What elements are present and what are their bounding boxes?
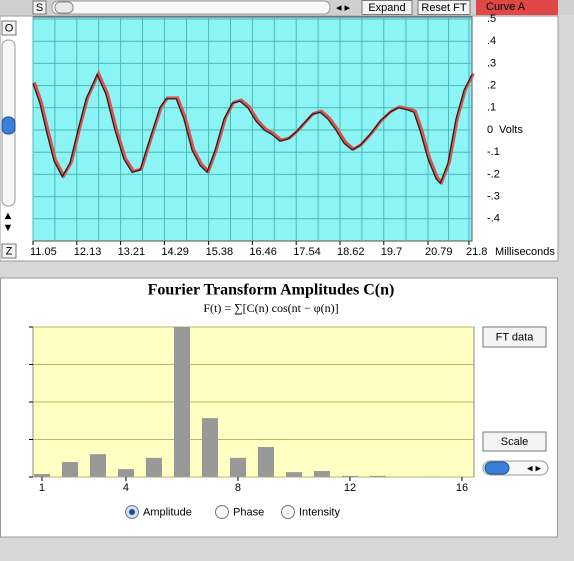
- time-scrollbar[interactable]: [51, 0, 331, 15]
- scale-arrows[interactable]: ◂ ▸: [527, 462, 542, 474]
- bar: [145, 457, 162, 477]
- x-tick-label: 15.38: [206, 246, 234, 258]
- scroll-arrows[interactable]: ◂ ▸: [336, 2, 351, 14]
- scroll-thumb[interactable]: [54, 1, 74, 14]
- curve-label: Curve A: [486, 1, 526, 13]
- bar: [89, 454, 106, 477]
- display-mode-radios: Amplitude Phase Intensity: [125, 505, 340, 519]
- o-button-label: O: [5, 22, 14, 34]
- o-button[interactable]: O: [1, 20, 17, 36]
- z-button[interactable]: Z: [1, 243, 17, 259]
- x-tick-label: 20.79: [425, 246, 453, 258]
- bar: [341, 475, 358, 477]
- x-tick-label: 21.8: [466, 246, 487, 258]
- bar: [61, 462, 78, 477]
- scale-button[interactable]: Scale: [482, 431, 547, 452]
- reset-ft-button[interactable]: Reset FT: [417, 0, 471, 15]
- ft-data-label: FT data: [496, 331, 535, 343]
- chart-title: Fourier Transform Amplitudes C(n): [148, 282, 395, 299]
- y-tick-label: .3: [487, 57, 496, 69]
- x-tick-label: 1: [39, 482, 45, 494]
- x-tick-label: 16: [456, 482, 468, 494]
- expand-label: Expand: [368, 2, 405, 14]
- radio-button[interactable]: [215, 505, 229, 519]
- bar: [285, 472, 302, 477]
- waveform-shadow: [33, 69, 475, 186]
- bar: [257, 447, 274, 477]
- radio-label[interactable]: Amplitude: [143, 506, 192, 518]
- x-tick-label: 13.21: [118, 246, 146, 258]
- x-tick-label: 12.13: [74, 246, 102, 258]
- y-tick-label: 0: [487, 124, 493, 136]
- x-tick-label: 16.46: [249, 246, 277, 258]
- radio-label[interactable]: Phase: [233, 506, 264, 518]
- z-button-label: Z: [6, 245, 13, 257]
- curve-indicator: [476, 0, 558, 15]
- x-tick-label: 11.05: [30, 246, 57, 258]
- bar: [201, 418, 218, 477]
- slider-down[interactable]: ▼: [3, 222, 14, 234]
- y-tick-label: -.2: [487, 168, 500, 180]
- y-tick-label: .4: [487, 35, 496, 47]
- bar: [173, 327, 190, 477]
- bar: [33, 474, 50, 477]
- radio-dot: [129, 509, 135, 515]
- y-axis-label: Volts: [499, 124, 523, 136]
- bar: [229, 457, 246, 477]
- y-tick-label: -.1: [487, 146, 500, 158]
- y-tick-label: .2: [487, 80, 496, 92]
- bar: [369, 475, 386, 477]
- slider-up[interactable]: ▲: [3, 210, 14, 222]
- x-tick-label: 4: [123, 482, 129, 494]
- bar: [117, 469, 134, 477]
- x-tick-label: 14.29: [161, 246, 189, 258]
- x-tick-label: 19.7: [381, 246, 402, 258]
- chart-subtitle: F(t) = ∑[C(n) cos(nt − φ(n)]: [203, 301, 338, 315]
- expand-button[interactable]: Expand: [361, 0, 413, 15]
- x-tick-label: 17.54: [293, 246, 321, 258]
- slider-thumb[interactable]: [1, 116, 16, 135]
- x-tick-label: 12: [344, 482, 356, 494]
- ft-data-button[interactable]: FT data: [482, 326, 547, 348]
- y-tick-label: .1: [487, 102, 496, 114]
- bar: [313, 471, 330, 477]
- y-tick-label: -.3: [487, 191, 500, 203]
- x-tick-label: 18.62: [337, 246, 365, 258]
- s-button-label: S: [36, 2, 43, 14]
- y-tick-label: .5: [487, 13, 496, 25]
- radio-label[interactable]: Intensity: [299, 506, 340, 518]
- s-button[interactable]: S: [32, 0, 47, 15]
- scale-thumb[interactable]: [484, 461, 510, 475]
- x-axis-label: Milliseconds: [495, 246, 555, 258]
- radio-button[interactable]: [281, 505, 295, 519]
- y-tick-label: -.4: [487, 213, 500, 225]
- waveform: [32, 72, 473, 185]
- x-tick-label: 8: [235, 482, 241, 494]
- scale-label: Scale: [501, 436, 529, 448]
- reset-ft-label: Reset FT: [421, 2, 467, 14]
